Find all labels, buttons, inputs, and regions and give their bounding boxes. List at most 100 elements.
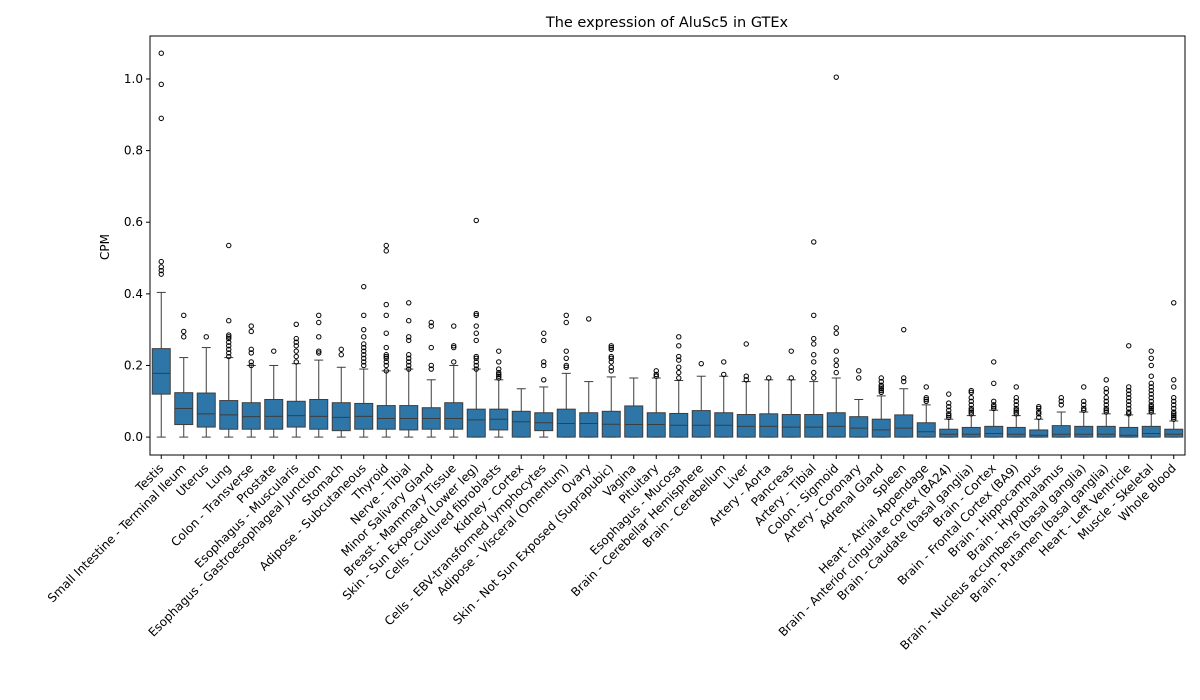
outlier-point bbox=[1081, 384, 1087, 390]
box-6 bbox=[286, 321, 306, 438]
outlier-point bbox=[361, 283, 367, 290]
outlier-point bbox=[878, 375, 884, 381]
outlier-point bbox=[248, 362, 254, 369]
outlier-point bbox=[383, 352, 389, 358]
outlier-point bbox=[293, 321, 299, 327]
outlier-point bbox=[968, 395, 974, 401]
box-13 bbox=[444, 323, 464, 438]
outlier-point bbox=[1148, 373, 1154, 379]
outlier-point bbox=[361, 312, 367, 319]
outlier-point bbox=[226, 334, 232, 340]
outlier-point bbox=[1148, 402, 1154, 408]
outlier-point bbox=[1103, 407, 1109, 413]
outlier-point bbox=[608, 343, 614, 349]
outlier-point bbox=[811, 312, 817, 319]
outlier-point bbox=[1103, 395, 1109, 401]
box-27 bbox=[759, 375, 779, 438]
outlier-point bbox=[473, 323, 479, 329]
outlier-point bbox=[316, 319, 322, 326]
outlier-point bbox=[878, 378, 884, 385]
outlier-point bbox=[833, 369, 839, 376]
outlier-point bbox=[1103, 398, 1109, 404]
outlier-point bbox=[541, 362, 547, 369]
outlier-point bbox=[946, 400, 952, 406]
outlier-point bbox=[968, 409, 974, 415]
box-34 bbox=[916, 384, 936, 438]
outlier-point bbox=[676, 353, 682, 360]
outlier-point bbox=[226, 332, 232, 338]
outlier-point bbox=[338, 352, 344, 358]
outlier-point bbox=[653, 373, 659, 379]
box-15 bbox=[489, 348, 509, 438]
outlier-point bbox=[1013, 411, 1019, 417]
box-body bbox=[736, 414, 756, 438]
outlier-point bbox=[496, 373, 502, 379]
outlier-point bbox=[1148, 355, 1154, 362]
outlier-point bbox=[563, 364, 569, 370]
outlier-point bbox=[496, 366, 502, 372]
outlier-point bbox=[541, 377, 547, 383]
outlier-point bbox=[1148, 380, 1154, 387]
outlier-point bbox=[473, 312, 479, 319]
outlier-point bbox=[766, 375, 772, 381]
outlier-point bbox=[383, 344, 389, 351]
y-tick-label: 0.2 bbox=[124, 358, 143, 372]
outlier-point bbox=[968, 387, 974, 394]
outlier-point bbox=[248, 359, 254, 365]
outlier-point bbox=[946, 407, 952, 413]
outlier-point bbox=[1171, 414, 1177, 421]
outlier-point bbox=[878, 384, 884, 390]
box-body bbox=[1164, 428, 1184, 438]
box-body bbox=[984, 425, 1004, 438]
box-body bbox=[1006, 426, 1026, 438]
outlier-point bbox=[383, 301, 389, 308]
outlier-point bbox=[248, 346, 254, 353]
outlier-point bbox=[1171, 405, 1177, 412]
box-32 bbox=[871, 375, 891, 438]
box-28 bbox=[781, 348, 801, 438]
outlier-point bbox=[721, 359, 727, 365]
outlier-point bbox=[428, 344, 434, 351]
box-body bbox=[286, 400, 306, 428]
box-41 bbox=[1074, 384, 1094, 438]
outlier-point bbox=[1126, 395, 1132, 401]
outlier-point bbox=[473, 330, 479, 336]
box-body bbox=[579, 412, 599, 438]
outlier-point bbox=[1171, 398, 1177, 404]
outlier-point bbox=[226, 350, 232, 356]
outlier-point bbox=[158, 258, 164, 265]
outlier-point bbox=[1058, 402, 1064, 408]
outlier-point bbox=[878, 386, 884, 392]
y-axis-title: CPM bbox=[98, 234, 112, 260]
box-body bbox=[376, 405, 396, 430]
outlier-point bbox=[1148, 407, 1154, 413]
outlier-point bbox=[878, 389, 884, 396]
outlier-point bbox=[811, 239, 817, 245]
outlier-point bbox=[811, 341, 817, 347]
outlier-point bbox=[811, 375, 817, 381]
outlier-point bbox=[811, 335, 817, 342]
box-body bbox=[511, 410, 531, 438]
y-tick-label: 1.0 bbox=[124, 72, 143, 86]
outlier-point bbox=[1103, 402, 1109, 408]
outlier-point bbox=[1148, 398, 1154, 404]
outlier-point bbox=[1126, 398, 1132, 404]
outlier-point bbox=[833, 74, 839, 80]
box-body bbox=[241, 402, 261, 430]
outlier-point bbox=[946, 412, 952, 419]
outlier-point bbox=[158, 271, 164, 277]
box-36 bbox=[961, 387, 981, 438]
outlier-point bbox=[946, 411, 952, 417]
box-body bbox=[1119, 426, 1139, 438]
outlier-point bbox=[608, 346, 614, 353]
outlier-point bbox=[158, 264, 164, 270]
outlier-point bbox=[361, 344, 367, 351]
outlier-point bbox=[293, 353, 299, 360]
box-10 bbox=[376, 242, 396, 438]
outlier-point bbox=[743, 373, 749, 379]
outlier-point bbox=[1148, 395, 1154, 401]
outlier-point bbox=[1013, 407, 1019, 413]
outlier-point bbox=[878, 387, 884, 394]
outlier-point bbox=[428, 319, 434, 326]
